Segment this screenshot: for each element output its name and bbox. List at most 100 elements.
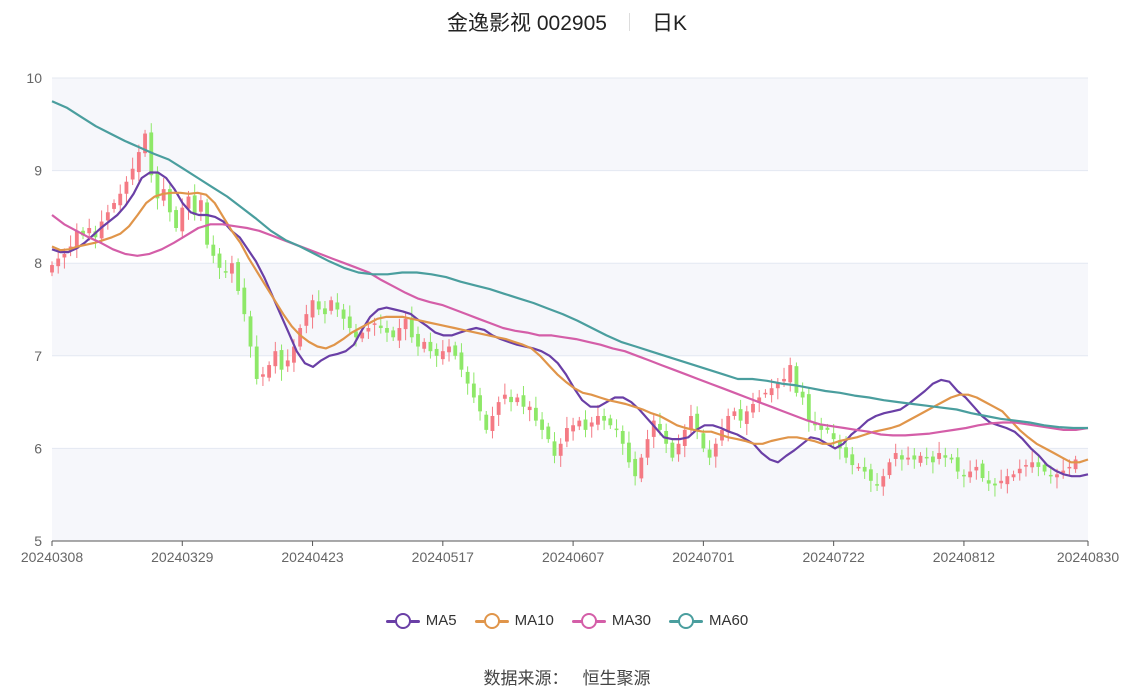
legend-item-ma30[interactable]: MA30	[571, 612, 652, 629]
candle	[422, 338, 427, 353]
candle-body	[813, 422, 817, 426]
candle-body	[378, 325, 383, 329]
candle-body	[1024, 465, 1028, 467]
candle-body	[726, 415, 731, 433]
candle-body	[428, 341, 433, 352]
candle	[583, 410, 588, 438]
x-tick-label: 20240329	[151, 549, 214, 565]
candle-body	[515, 397, 520, 403]
candle	[980, 459, 985, 482]
candle	[521, 385, 526, 415]
candle	[819, 417, 824, 440]
grid-bands	[52, 78, 1088, 541]
candle	[943, 447, 948, 467]
candle	[248, 310, 253, 358]
candle	[416, 326, 420, 356]
candles	[50, 123, 1078, 497]
series-line-ma60	[51, 100, 1088, 430]
candle-body	[335, 302, 340, 310]
candle	[837, 434, 842, 460]
candle	[465, 366, 470, 395]
candle	[627, 431, 631, 468]
candle-body	[558, 443, 563, 456]
candle	[124, 176, 129, 205]
candle	[143, 129, 147, 157]
candle	[955, 448, 960, 479]
legend-marker	[385, 612, 420, 629]
y-tick-label: 6	[34, 440, 42, 456]
candle-body	[1030, 462, 1035, 468]
legend: MA5 MA10 MA30 MA60	[0, 612, 1134, 629]
candle	[769, 378, 774, 403]
candle	[1011, 470, 1016, 481]
candlestick-chart[interactable]: 5 6 7 8 9 10 20240308 20240329 20240423 20240517…	[0, 0, 1134, 600]
grid-band	[52, 263, 1088, 356]
candle	[596, 404, 600, 431]
x-tick-label: 20240423	[281, 549, 344, 565]
candle	[813, 411, 817, 431]
x-tick-label: 20240701	[672, 549, 735, 565]
candle	[993, 478, 997, 497]
candle-body	[354, 331, 358, 338]
legend-item-ma60[interactable]: MA60	[669, 612, 748, 629]
candle	[856, 463, 861, 471]
candle-body	[223, 271, 228, 273]
candle	[186, 190, 191, 220]
candle	[205, 198, 210, 249]
candle	[775, 378, 780, 400]
candle	[806, 388, 811, 432]
candle	[564, 416, 569, 448]
candle-body	[149, 132, 154, 176]
candle	[720, 418, 724, 446]
legend-item-ma10[interactable]: MA10	[474, 612, 554, 629]
period-label[interactable]: 日K	[651, 12, 687, 35]
candle-body	[267, 365, 272, 378]
candle-body	[279, 350, 284, 370]
candle-body	[1073, 459, 1078, 470]
candle-body	[112, 203, 116, 209]
candle	[1030, 451, 1035, 473]
candle-body	[273, 351, 278, 367]
candle-body	[962, 474, 966, 477]
candle	[217, 248, 222, 279]
candle-body	[440, 351, 445, 360]
candle-body	[986, 480, 991, 484]
y-tick-label: 5	[34, 533, 42, 549]
moving-average-lines	[51, 100, 1089, 478]
candle-body	[416, 333, 420, 347]
candle	[527, 401, 532, 422]
candle-body	[868, 469, 873, 481]
candle-body	[782, 378, 786, 382]
candle	[316, 290, 321, 316]
candle-body	[254, 346, 259, 379]
candle-body	[701, 433, 706, 449]
candle-body	[968, 471, 973, 478]
candle	[875, 473, 879, 491]
candle	[50, 261, 54, 277]
candle-body	[999, 480, 1004, 484]
candle-body	[899, 455, 904, 460]
legend-item-ma5[interactable]: MA5	[385, 612, 457, 629]
candle-body	[862, 466, 867, 472]
candle-body	[130, 168, 135, 180]
grid-band	[52, 78, 1088, 171]
candle	[633, 451, 638, 486]
legend-label: MA30	[611, 612, 652, 629]
x-tick-label: 20240722	[803, 549, 866, 565]
candle-body	[546, 426, 551, 440]
candle-body	[744, 411, 749, 424]
candle-body	[105, 212, 110, 221]
candle-body	[937, 453, 942, 459]
candle-body	[751, 403, 755, 413]
candle	[223, 260, 228, 279]
candle-body	[1017, 468, 1022, 474]
candle	[341, 303, 346, 330]
candle	[130, 157, 135, 186]
candle	[447, 339, 451, 362]
candle	[912, 448, 917, 469]
candle-body	[819, 425, 824, 430]
candle	[267, 361, 272, 382]
candle	[695, 406, 700, 440]
candle-body	[658, 423, 662, 430]
candle-body	[229, 263, 234, 274]
